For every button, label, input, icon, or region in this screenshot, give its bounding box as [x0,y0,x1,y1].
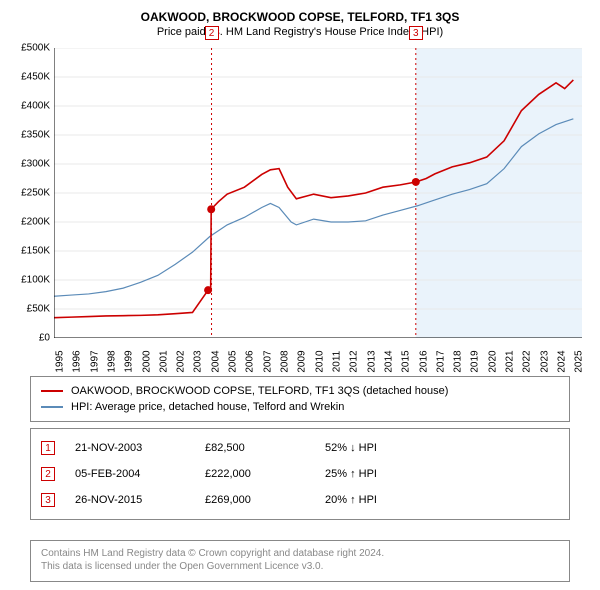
x-tick-label: 2009 [297,350,308,372]
attribution-text: Contains HM Land Registry data © Crown c… [30,540,570,582]
y-tick-label: £450K [21,72,50,83]
y-tick-label: £200K [21,217,50,228]
legend-swatch [41,406,63,408]
y-tick-label: £500K [21,43,50,54]
legend: OAKWOOD, BROCKWOOD COPSE, TELFORD, TF1 3… [30,376,570,422]
x-tick-label: 2001 [158,350,169,372]
x-tick-label: 1999 [124,350,135,372]
x-tick-label: 2013 [366,350,377,372]
y-tick-label: £350K [21,130,50,141]
legend-label: HPI: Average price, detached house, Telf… [71,401,344,413]
event-delta: 20% ↑ HPI [325,494,377,506]
x-tick-label: 2021 [505,350,516,372]
legend-label: OAKWOOD, BROCKWOOD COPSE, TELFORD, TF1 3… [71,385,448,397]
event-row: 1 21-NOV-2003 £82,500 52% ↓ HPI [41,435,559,461]
x-tick-label: 2006 [245,350,256,372]
x-tick-label: 2015 [401,350,412,372]
x-tick-label: 2016 [418,350,429,372]
chart-subtitle: Price paid vs. HM Land Registry's House … [0,24,600,38]
event-row: 3 26-NOV-2015 £269,000 20% ↑ HPI [41,487,559,513]
y-tick-label: £100K [21,275,50,286]
y-tick-label: £400K [21,101,50,112]
event-price: £222,000 [205,468,305,480]
y-tick-label: £250K [21,188,50,199]
x-tick-label: 1995 [55,350,66,372]
legend-row: HPI: Average price, detached house, Telf… [41,399,559,415]
x-tick-label: 1997 [89,350,100,372]
event-price: £82,500 [205,442,305,454]
x-tick-label: 2005 [228,350,239,372]
event-delta: 52% ↓ HPI [325,442,377,454]
chart-title: OAKWOOD, BROCKWOOD COPSE, TELFORD, TF1 3… [0,0,600,24]
x-tick-label: 2019 [470,350,481,372]
x-tick-label: 1996 [72,350,83,372]
x-tick-label: 2025 [574,350,585,372]
x-tick-label: 2020 [487,350,498,372]
x-tick-label: 2022 [522,350,533,372]
event-price: £269,000 [205,494,305,506]
event-date: 05-FEB-2004 [75,468,185,480]
y-tick-label: £50K [27,304,50,315]
chart-svg [54,48,582,338]
y-tick-label: £150K [21,246,50,257]
chart-plot-area: £0£50K£100K£150K£200K£250K£300K£350K£400… [54,48,582,338]
x-tick-label: 2002 [176,350,187,372]
x-tick-label: 2011 [331,351,342,373]
x-tick-label: 2017 [435,350,446,372]
event-marker-icon: 3 [41,493,55,507]
attribution-line: Contains HM Land Registry data © Crown c… [41,547,559,560]
attribution-line: This data is licensed under the Open Gov… [41,560,559,573]
x-tick-label: 2003 [193,350,204,372]
x-tick-label: 2007 [262,350,273,372]
y-tick-label: £0 [39,333,50,344]
event-marker-icon: 1 [41,441,55,455]
x-tick-label: 2018 [453,350,464,372]
chart-event-marker: 2 [205,26,219,40]
x-tick-label: 2008 [280,350,291,372]
event-date: 21-NOV-2003 [75,442,185,454]
x-tick-label: 1998 [107,350,118,372]
event-date: 26-NOV-2015 [75,494,185,506]
legend-swatch [41,390,63,392]
x-tick-label: 2024 [557,350,568,372]
x-tick-label: 2000 [141,350,152,372]
x-tick-label: 2004 [210,350,221,372]
chart-container: { "chart": { "type": "line", "title": "O… [0,0,600,590]
x-tick-label: 2010 [314,350,325,372]
event-marker-icon: 2 [41,467,55,481]
legend-row: OAKWOOD, BROCKWOOD COPSE, TELFORD, TF1 3… [41,383,559,399]
events-table: 1 21-NOV-2003 £82,500 52% ↓ HPI 2 05-FEB… [30,428,570,520]
event-delta: 25% ↑ HPI [325,468,377,480]
x-tick-label: 2012 [349,350,360,372]
y-tick-label: £300K [21,159,50,170]
event-row: 2 05-FEB-2004 £222,000 25% ↑ HPI [41,461,559,487]
x-tick-label: 2014 [384,350,395,372]
chart-event-marker: 3 [409,26,423,40]
x-tick-label: 2023 [539,350,550,372]
